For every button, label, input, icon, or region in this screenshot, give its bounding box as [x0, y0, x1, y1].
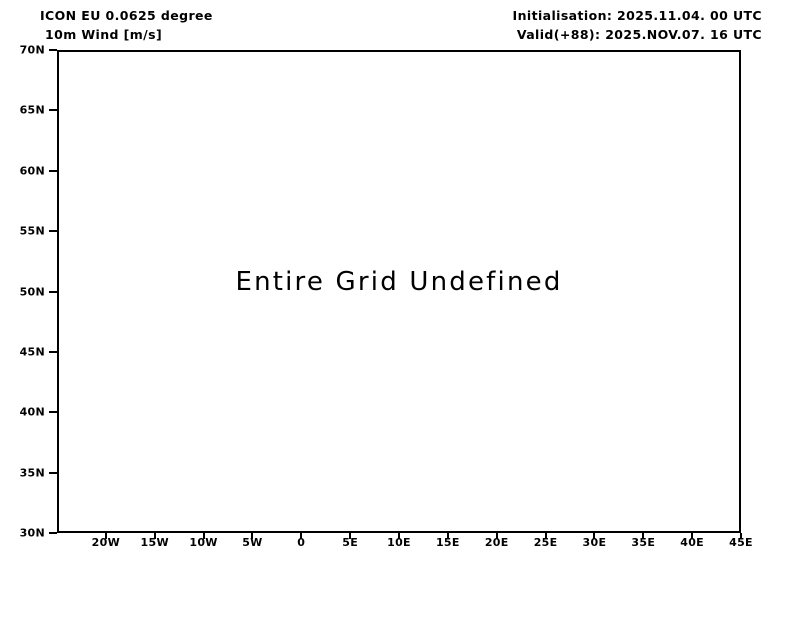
x-axis-tick	[251, 533, 254, 539]
y-axis-tick	[49, 471, 57, 474]
y-axis-tick	[49, 532, 57, 534]
x-axis-tick	[593, 533, 596, 539]
map-plot-area: Entire Grid Undefined	[57, 50, 741, 533]
valid-time: Valid(+88): 2025.NOV.07. 16 UTC	[516, 27, 762, 42]
x-axis-tick	[544, 533, 547, 539]
header-left-block: ICON EU 0.0625 degree 10m Wind [m/s]	[40, 6, 213, 44]
field-title: 10m Wind [m/s]	[45, 27, 163, 42]
x-axis-label: 10W	[189, 536, 218, 549]
y-axis-tick	[49, 411, 57, 414]
y-axis-tick	[49, 230, 57, 233]
y-axis-label: 55N	[19, 224, 45, 238]
y-axis-tick	[49, 290, 57, 293]
y-axis-label: 35N	[19, 466, 45, 480]
x-axis-tick	[349, 533, 352, 539]
x-axis-tick	[202, 533, 205, 539]
grid-undefined-message: Entire Grid Undefined	[235, 267, 563, 297]
x-axis-label: 45E	[729, 536, 753, 549]
x-axis-tick	[398, 533, 400, 539]
x-axis-label: 30E	[582, 536, 607, 549]
y-axis-label: 50N	[19, 285, 45, 298]
x-axis-label: 35E	[631, 536, 656, 549]
x-axis-label: 10E	[387, 536, 411, 549]
model-title: ICON EU 0.0625 degree	[40, 8, 213, 23]
x-axis-tick	[495, 533, 498, 539]
x-axis-tick	[153, 533, 156, 539]
x-axis-label: 20E	[484, 536, 509, 549]
x-axis-tick	[740, 533, 742, 539]
y-axis-label: 65N	[19, 103, 45, 117]
y-axis-label: 45N	[19, 345, 45, 359]
x-axis-label: 5E	[342, 536, 359, 549]
x-axis-tick	[104, 533, 107, 539]
y-axis-label: 70N	[19, 43, 45, 57]
x-axis-tick	[642, 533, 645, 539]
x-axis-tick	[446, 533, 449, 539]
x-axis-label: 40E	[680, 536, 705, 549]
x-axis-tick	[691, 533, 694, 539]
x-axis-label: 25E	[533, 536, 558, 549]
x-axis-label: 5W	[242, 536, 263, 549]
x-axis-label: 15E	[435, 536, 460, 549]
y-axis-tick	[49, 109, 57, 112]
header-right-block: Initialisation: 2025.11.04. 00 UTC Valid…	[513, 6, 762, 44]
y-axis-tick	[49, 169, 57, 172]
x-axis-label: 20W	[91, 536, 121, 549]
y-axis-label: 40N	[19, 405, 45, 419]
x-axis-label: 15W	[140, 536, 169, 549]
y-axis-tick	[49, 350, 57, 353]
y-axis-label: 30N	[19, 526, 45, 540]
initialisation-time: Initialisation: 2025.11.04. 00 UTC	[512, 8, 762, 23]
y-axis-tick	[49, 49, 57, 51]
x-axis-tick	[300, 533, 303, 539]
y-axis-label: 60N	[19, 164, 45, 178]
x-axis-label: 0	[297, 536, 306, 549]
